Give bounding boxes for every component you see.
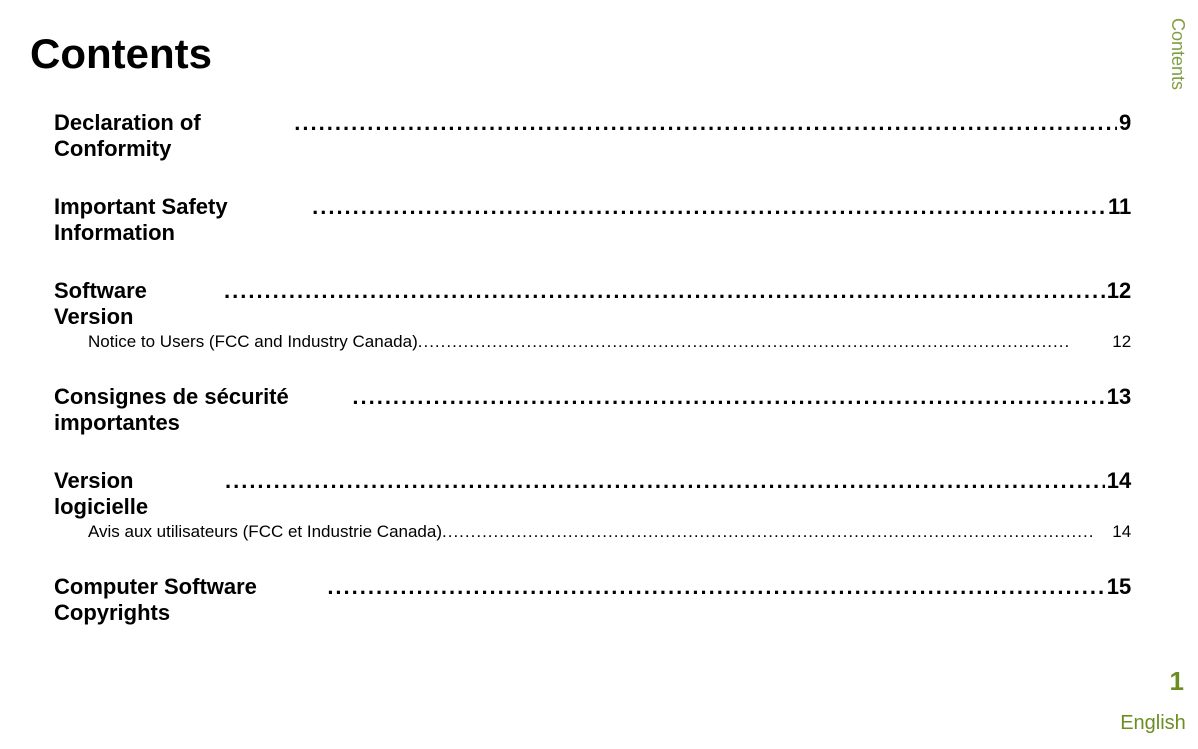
toc-leader-dots (294, 110, 1117, 136)
toc-entry[interactable]: Consignes de sécurité importantes 13 (54, 384, 1131, 436)
toc-label: Software Version (54, 278, 224, 330)
toc-leader-dots (225, 468, 1105, 494)
toc-right: Documentation Copyrights16Disclaimer17Ge… (1181, 40, 1198, 576)
toc-page: 15 (1105, 574, 1131, 600)
toc-entry[interactable]: Software Version 12 (54, 278, 1131, 330)
page-title: Contents (30, 30, 1131, 78)
toc-label: Version logicielle (54, 468, 225, 520)
columns: Contents Declaration of Conformity 9 Impor… (30, 30, 1138, 729)
toc-leader-dots (442, 522, 1110, 542)
toc-left: Declaration of Conformity 9 Important Safe… (30, 110, 1131, 626)
toc-leader-dots (224, 278, 1105, 304)
toc-leader-dots (418, 332, 1111, 352)
toc-leader-dots (327, 574, 1104, 600)
toc-page: 11 (1106, 194, 1131, 220)
toc-leader-dots (312, 194, 1106, 220)
column-left: Contents Declaration of Conformity 9 Impor… (30, 30, 1141, 729)
toc-page: 12 (1105, 278, 1131, 304)
toc-page: 14 (1110, 522, 1131, 542)
toc-label: Consignes de sécurité importantes (54, 384, 352, 436)
toc-entry[interactable]: Version logicielle 14 (54, 468, 1131, 520)
toc-entry[interactable]: Important Safety Information 11 (54, 194, 1131, 246)
toc-page: 12 (1110, 332, 1131, 352)
toc-entry[interactable]: Avis aux utilisateurs (FCC et Industrie … (88, 522, 1131, 542)
toc-leader-dots (352, 384, 1104, 410)
toc-label: Notice to Users (FCC and Industry Canada… (88, 332, 418, 352)
toc-page: 9 (1117, 110, 1131, 136)
toc-entry[interactable]: Computer Software Copyrights 15 (54, 574, 1131, 626)
toc-page: 13 (1105, 384, 1131, 410)
toc-page: 14 (1105, 468, 1131, 494)
toc-entry[interactable]: Declaration of Conformity 9 (54, 110, 1131, 162)
toc-label: Avis aux utilisateurs (FCC et Industrie … (88, 522, 442, 542)
toc-entry[interactable]: Notice to Users (FCC and Industry Canada… (88, 332, 1131, 352)
toc-label: Declaration of Conformity (54, 110, 294, 162)
toc-label: Important Safety Information (54, 194, 312, 246)
column-right: Documentation Copyrights16Disclaimer17Ge… (1181, 30, 1198, 729)
doc-page: Contents 1 English Contents Declaration … (0, 0, 1198, 749)
toc-label: Computer Software Copyrights (54, 574, 327, 626)
